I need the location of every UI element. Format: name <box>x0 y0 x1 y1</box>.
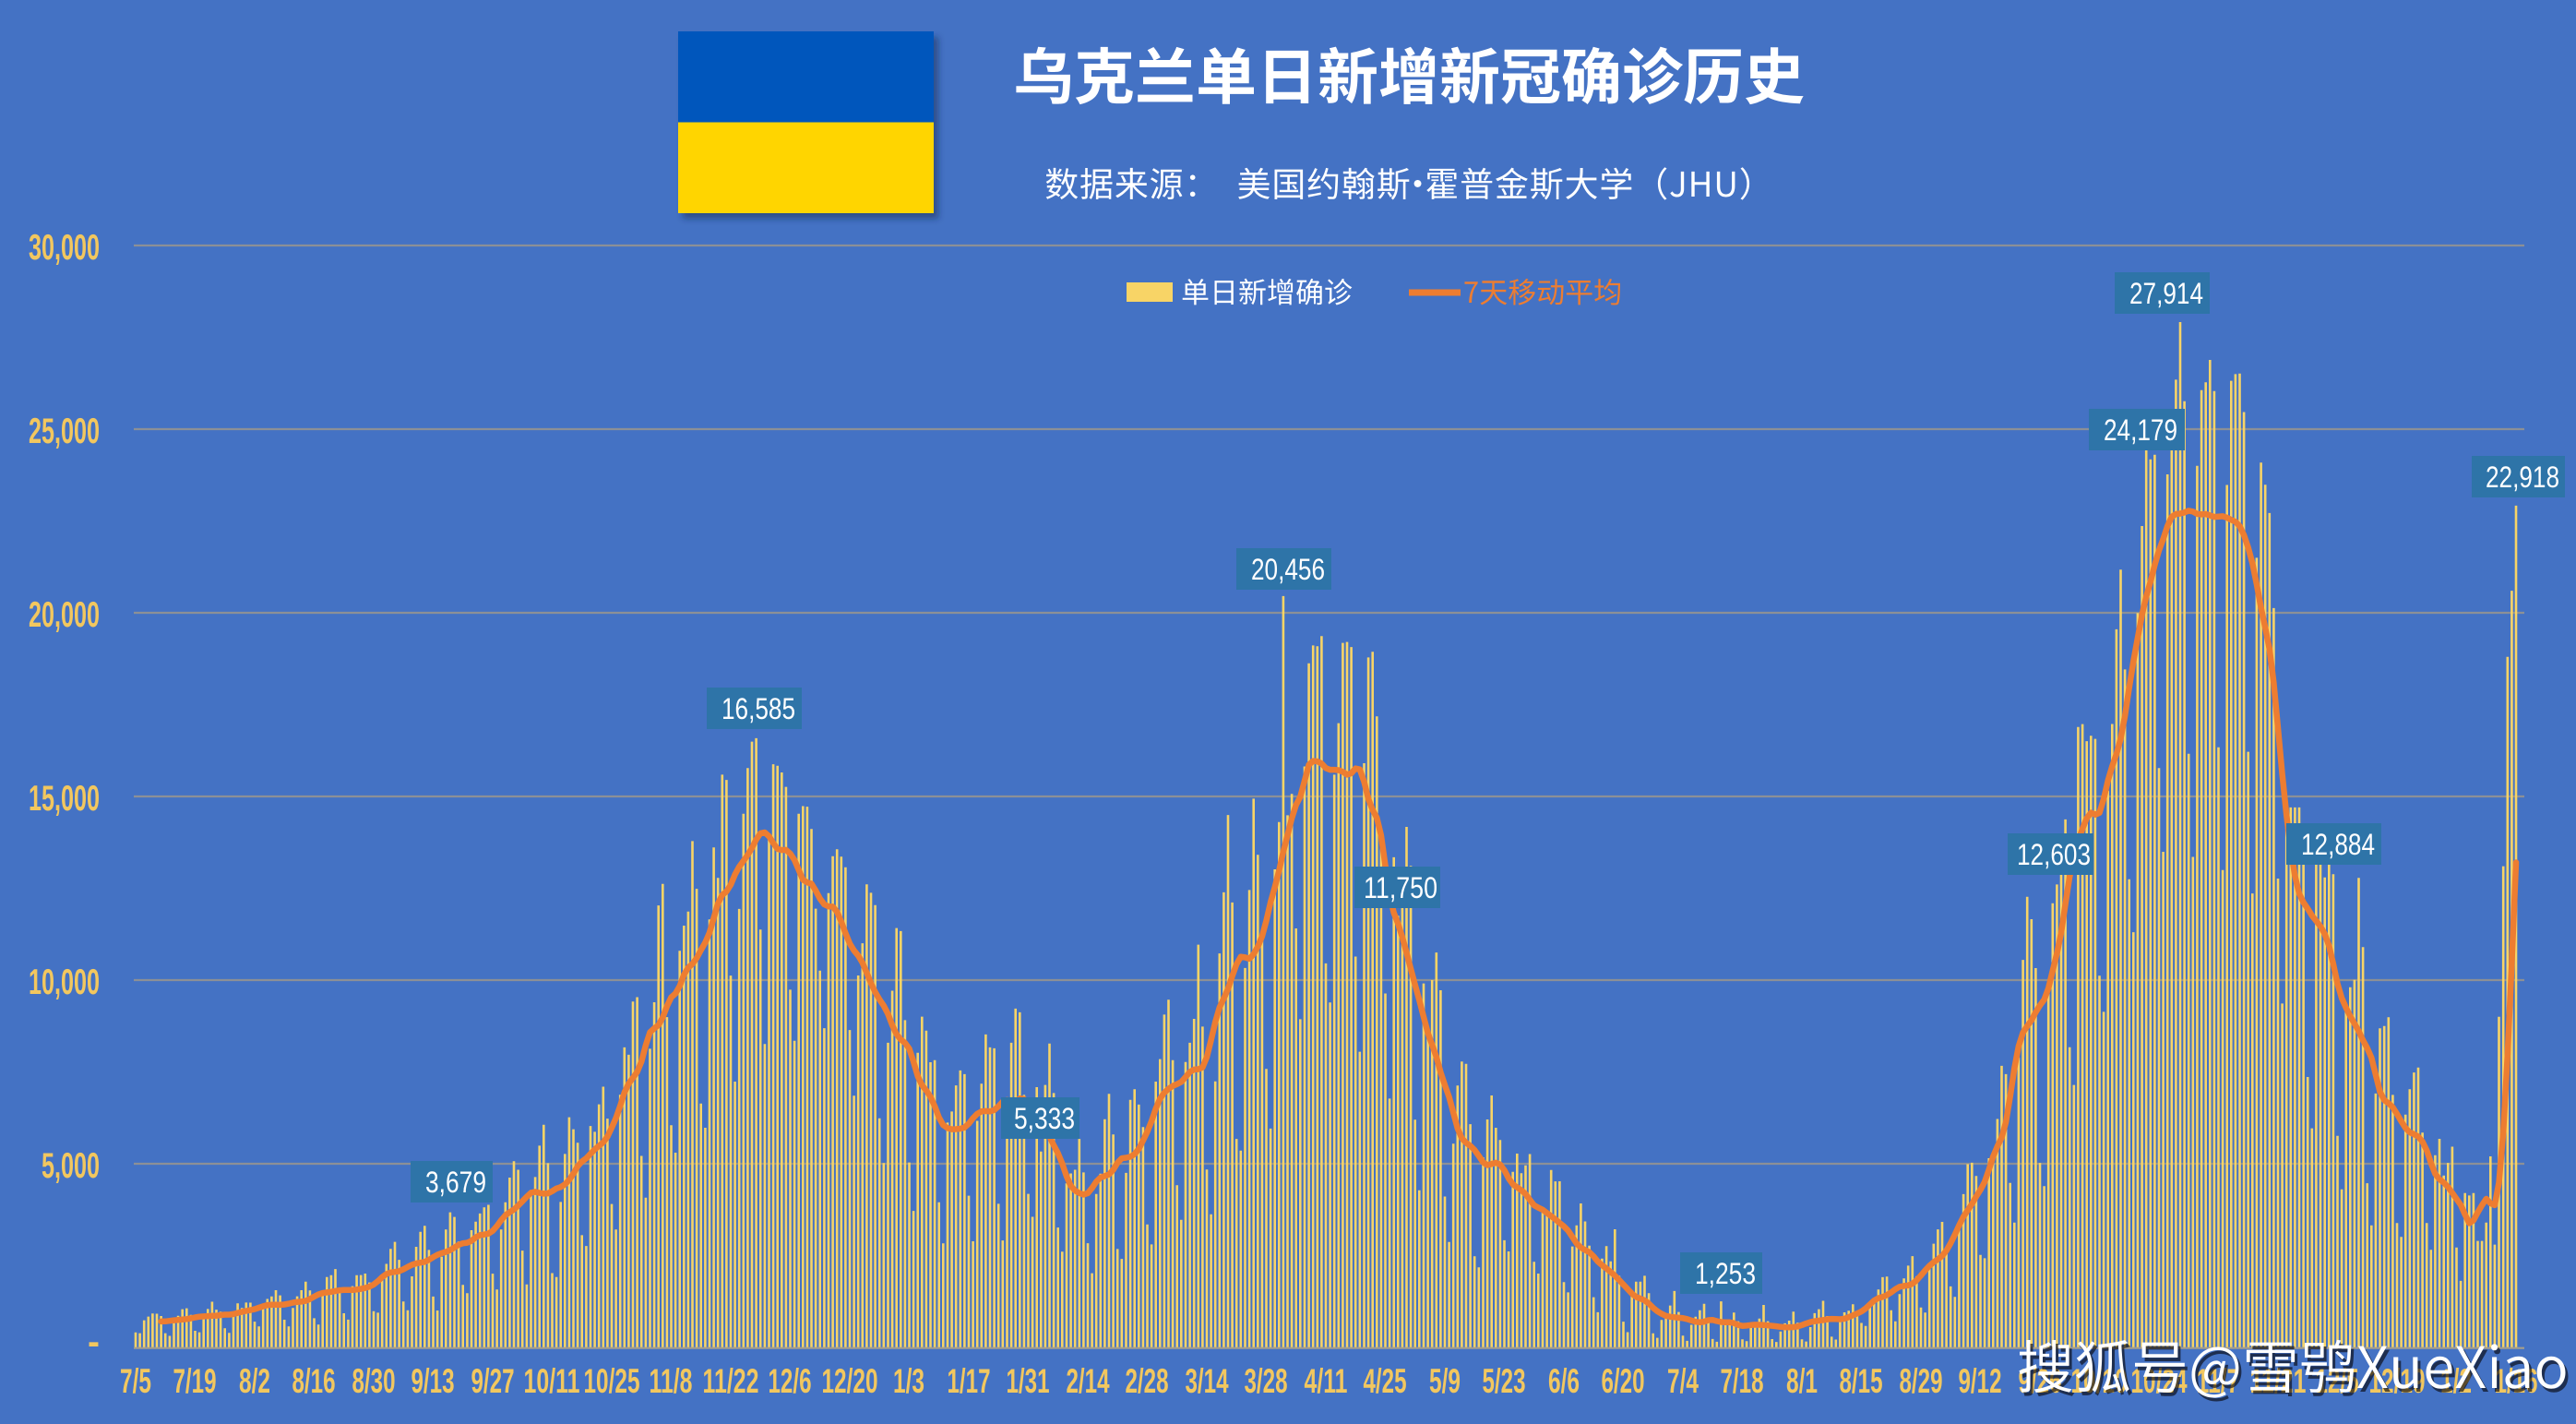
svg-text:6/20: 6/20 <box>1602 1362 1645 1400</box>
svg-text:8/16: 8/16 <box>292 1362 336 1400</box>
svg-text:7/19: 7/19 <box>173 1362 217 1400</box>
svg-text:7/5: 7/5 <box>120 1362 151 1400</box>
svg-text:5,333: 5,333 <box>1014 1102 1075 1135</box>
svg-text:11,750: 11,750 <box>1364 871 1437 904</box>
svg-text:10/25: 10/25 <box>584 1362 640 1400</box>
svg-text:24,179: 24,179 <box>2104 413 2177 447</box>
svg-text:1/31: 1/31 <box>1007 1362 1050 1400</box>
svg-text:3,679: 3,679 <box>425 1166 486 1199</box>
svg-text:7/4: 7/4 <box>1667 1362 1699 1400</box>
svg-text:5,000: 5,000 <box>42 1146 100 1186</box>
svg-text:10,000: 10,000 <box>29 963 100 1002</box>
svg-text:3/28: 3/28 <box>1245 1362 1288 1400</box>
svg-text:20,456: 20,456 <box>1251 553 1325 586</box>
svg-text:9/12: 9/12 <box>1959 1362 2002 1400</box>
svg-text:16,585: 16,585 <box>722 692 795 725</box>
svg-text:15,000: 15,000 <box>29 779 100 819</box>
svg-text:25,000: 25,000 <box>29 412 100 451</box>
svg-text:7/18: 7/18 <box>1721 1362 1764 1400</box>
svg-text:4/25: 4/25 <box>1364 1362 1407 1400</box>
svg-text:9/13: 9/13 <box>411 1362 455 1400</box>
svg-text:4/11: 4/11 <box>1305 1362 1348 1400</box>
svg-text:1,253: 1,253 <box>1695 1257 1756 1290</box>
svg-text:20,000: 20,000 <box>29 595 100 635</box>
svg-text:10/11: 10/11 <box>524 1362 580 1400</box>
svg-text:11/8: 11/8 <box>650 1362 693 1400</box>
svg-text:8/2: 8/2 <box>239 1362 270 1400</box>
svg-text:6/6: 6/6 <box>1548 1362 1580 1400</box>
svg-text:27,914: 27,914 <box>2129 277 2203 310</box>
svg-text:12/6: 12/6 <box>769 1362 812 1400</box>
svg-text:1/17: 1/17 <box>948 1362 991 1400</box>
svg-text:12/20: 12/20 <box>822 1362 878 1400</box>
svg-text:12,884: 12,884 <box>2301 828 2375 861</box>
svg-text:2/28: 2/28 <box>1126 1362 1169 1400</box>
svg-text:12,603: 12,603 <box>2017 838 2091 871</box>
svg-text:3/14: 3/14 <box>1186 1362 1229 1400</box>
svg-text:2/14: 2/14 <box>1067 1362 1110 1400</box>
svg-text:9/27: 9/27 <box>471 1362 515 1400</box>
svg-text:30,000: 30,000 <box>29 228 100 268</box>
svg-text:8/1: 8/1 <box>1786 1362 1818 1400</box>
svg-text:5/9: 5/9 <box>1429 1362 1461 1400</box>
svg-text:-: - <box>88 1322 100 1362</box>
svg-text:11/22: 11/22 <box>703 1362 759 1400</box>
svg-text:22,918: 22,918 <box>2486 461 2559 494</box>
svg-text:5/23: 5/23 <box>1483 1362 1526 1400</box>
svg-text:1/3: 1/3 <box>893 1362 924 1400</box>
svg-text:8/29: 8/29 <box>1900 1362 1943 1400</box>
svg-text:8/15: 8/15 <box>1840 1362 1883 1400</box>
svg-text:8/30: 8/30 <box>352 1362 396 1400</box>
